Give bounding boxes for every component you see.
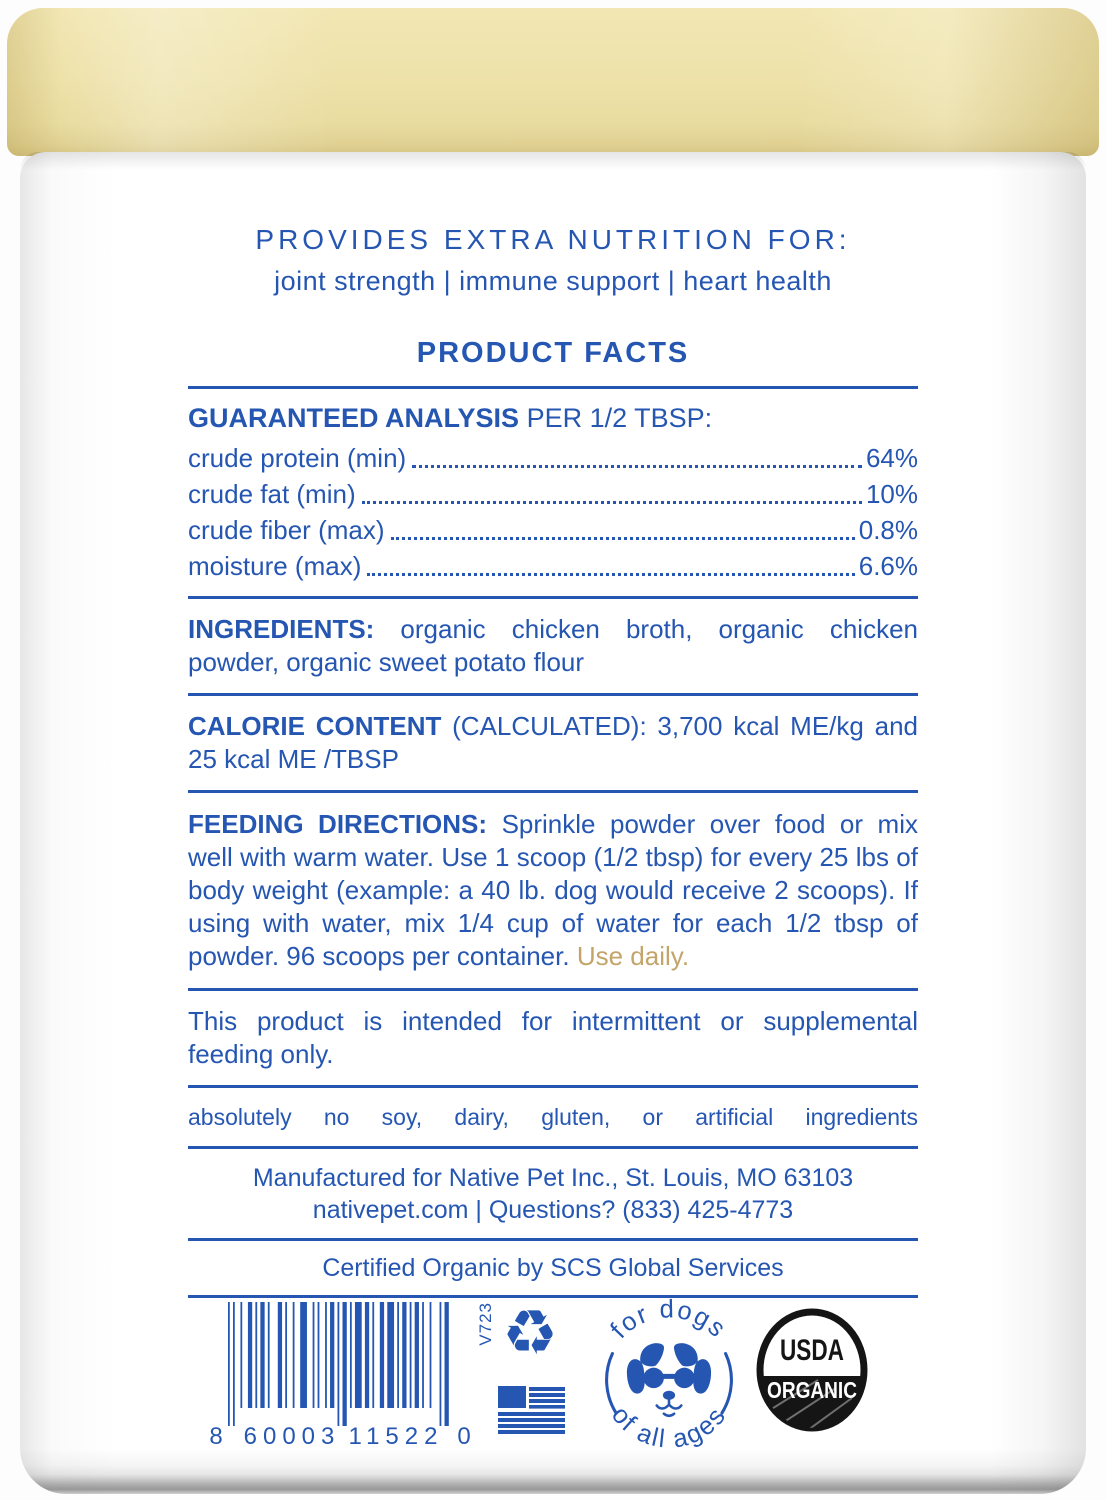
divider — [188, 596, 918, 599]
analysis-label: crude fat (min) — [188, 479, 356, 509]
tin-body — [20, 152, 1086, 1494]
feeding-directions-label: FEEDING DIRECTIONS: — [188, 809, 488, 839]
ingredients-text: organic chicken broth, organic chicken p… — [188, 614, 918, 677]
badge-right-arc — [720, 1352, 733, 1415]
calorie-paragraph: CALORIE CONTENT (CALCULATED): 3,700 kcal… — [188, 710, 918, 776]
use-daily-note: Use daily. — [576, 941, 690, 971]
guaranteed-analysis-section: GUARANTEED ANALYSIS PER 1/2 TBSP: crude … — [188, 403, 918, 584]
dotted-leader — [412, 465, 862, 468]
analysis-label: moisture (max) — [188, 551, 362, 581]
analysis-row: moisture (max) 6.6% — [188, 548, 918, 584]
panel-title: PRODUCT FACTS — [416, 337, 690, 369]
guaranteed-analysis-heading-bold: GUARANTEED ANALYSIS — [188, 403, 520, 433]
analysis-row: crude fat (min) 10% — [188, 476, 918, 512]
us-flag-icon — [498, 1386, 565, 1434]
guaranteed-analysis-heading: GUARANTEED ANALYSIS PER 1/2 TBSP: — [188, 403, 918, 434]
recycle-icon: ♻ — [502, 1296, 558, 1369]
calorie-label: CALORIE CONTENT — [188, 711, 442, 741]
benefits-heading: PROVIDES EXTRA NUTRITION FOR: — [255, 224, 851, 255]
analysis-label: crude protein (min) — [188, 443, 407, 473]
divider — [188, 1085, 918, 1088]
dog-face-icon — [626, 1343, 712, 1418]
divider — [188, 386, 918, 389]
usda-organic-seal: USDA ORGANIC — [756, 1308, 868, 1432]
divider — [188, 1295, 918, 1298]
guaranteed-analysis-heading-rest: PER 1/2 TBSP: — [526, 403, 713, 433]
divider — [188, 988, 918, 991]
badge-top-text: for dogs — [605, 1295, 732, 1344]
upc-barcode: 8 60003 11522 0 — [209, 1302, 471, 1450]
barcode-digits-group2: 11522 — [349, 1423, 444, 1450]
dotted-leader — [367, 573, 855, 576]
manufacturer-line1: Manufactured for Native Pet Inc., St. Lo… — [252, 1164, 854, 1192]
analysis-value: 6.6% — [858, 551, 918, 581]
barcode-digit-left: 8 — [209, 1423, 222, 1450]
divider — [188, 1238, 918, 1241]
calorie-text: (CALCULATED): 3,700 kcal ME/kg and 25 kc… — [188, 711, 918, 774]
analysis-value: 10% — [865, 479, 918, 509]
version-code: V723 — [476, 1302, 495, 1346]
badge-bottom-text: of all ages — [606, 1401, 732, 1453]
analysis-value: 0.8% — [858, 515, 918, 545]
barcode-digits-group1: 60003 — [244, 1423, 341, 1450]
dotted-leader — [361, 501, 862, 504]
usda-seal-top-text: USDA — [780, 1334, 844, 1367]
dotted-leader — [390, 537, 855, 540]
analysis-row: crude protein (min) 64% — [188, 440, 918, 476]
barcode-digit-right: 0 — [457, 1423, 470, 1450]
ingredients-label: INGREDIENTS: — [188, 614, 375, 644]
certification-line: Certified Organic by SCS Global Services — [322, 1254, 784, 1282]
manufacturer-line2: nativepet.com | Questions? (833) 425-477… — [312, 1196, 794, 1224]
feeding-directions-paragraph: FEEDING DIRECTIONS: Sprinkle powder over… — [188, 808, 918, 973]
analysis-value: 64% — [865, 443, 918, 473]
divider — [188, 790, 918, 793]
ingredients-paragraph: INGREDIENTS: organic chicken broth, orga… — [188, 613, 918, 679]
feeding-directions-text: Sprinkle powder over food or mix well wi… — [188, 809, 918, 971]
bottom-icon-strip: 8 60003 11522 0 V723 ♻ for — [188, 1295, 918, 1476]
analysis-row: crude fiber (max) 0.8% — [188, 512, 918, 548]
intermittent-feeding-notice: This product is intended for intermitten… — [188, 1006, 918, 1069]
no-artificial-notice: absolutely no soy, dairy, gluten, or art… — [188, 1104, 918, 1130]
divider — [188, 1146, 918, 1149]
tin-lid — [7, 8, 1099, 156]
analysis-label: crude fiber (max) — [188, 515, 385, 545]
benefits-tagline: joint strength | immune support | heart … — [274, 266, 832, 296]
usda-seal-bottom-text: ORGANIC — [767, 1377, 857, 1403]
for-dogs-of-all-ages-badge: for dogs of all ages — [605, 1295, 733, 1454]
manufacturer-info: Manufactured for Native Pet Inc., St. Lo… — [188, 1162, 918, 1226]
product-facts-label: PROVIDES EXTRA NUTRITION FOR: joint stre… — [188, 224, 918, 1298]
divider — [188, 693, 918, 696]
badge-left-arc — [605, 1352, 618, 1415]
